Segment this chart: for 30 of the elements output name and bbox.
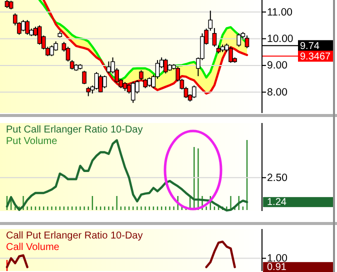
y-tick-label: 0.91: [267, 262, 287, 272]
candlestick: [98, 74, 103, 93]
text: Put Call Erlanger Ratio 10-Day: [6, 124, 143, 136]
candlestick: [228, 46, 233, 64]
candlestick: [163, 58, 168, 74]
candlestick: [147, 76, 152, 88]
candlestick: [106, 60, 111, 74]
y-tick-label: 1.24: [267, 197, 287, 208]
candlestick: [21, 20, 26, 32]
candlestick: [82, 70, 86, 85]
ref-line-label: 9.3467: [300, 51, 332, 62]
candlestick: [50, 44, 54, 57]
candlestick: [86, 86, 91, 97]
y-tick-label: 10.00: [267, 33, 294, 46]
series-label: Call Put Erlanger Ratio 10-Day: [6, 230, 143, 242]
candlestick: [94, 72, 99, 90]
ref-line-label: 9.74: [300, 40, 320, 52]
y-tick-label: 9.00: [267, 60, 288, 72]
text: Put Volume: [6, 136, 58, 148]
candlestick: [37, 24, 42, 46]
candlestick: [102, 75, 107, 89]
candlestick: [236, 32, 242, 48]
y-tick-label: 2.50: [267, 172, 288, 184]
candlestick: [192, 84, 196, 99]
series-label: Call Volume: [6, 242, 60, 254]
candlestick: [25, 20, 30, 36]
y-tick-label: 8.00: [267, 86, 288, 98]
candlestick: [130, 80, 136, 104]
y-tick-label: 11.00: [267, 6, 293, 18]
candlestick: [244, 35, 250, 49]
